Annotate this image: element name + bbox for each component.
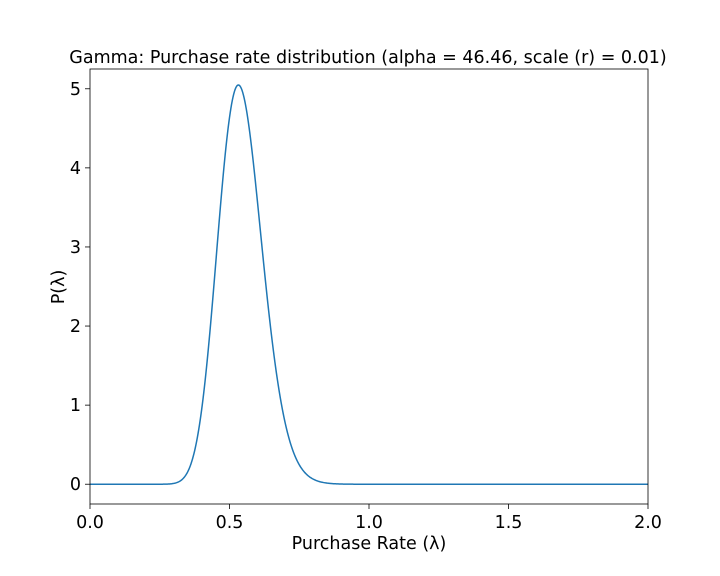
plot-frame xyxy=(89,68,649,505)
y-tick-label: 3 xyxy=(70,238,81,258)
x-tick-label: 0.0 xyxy=(76,513,104,533)
x-tick-label: 1.0 xyxy=(355,513,383,533)
plot-area xyxy=(90,84,648,485)
y-tick-label: 4 xyxy=(70,159,81,179)
y-tick-label: 5 xyxy=(70,80,81,100)
chart-title: Gamma: Purchase rate distribution (alpha… xyxy=(69,48,666,68)
series-line xyxy=(90,84,648,485)
y-tick-label: 2 xyxy=(70,317,81,337)
x-tick-label: 2.0 xyxy=(634,513,662,533)
x-axis: 0.0 0.5 1.0 1.5 2.0 xyxy=(76,504,662,533)
y-axis-label: P(λ) xyxy=(49,270,69,305)
y-tick-label: 1 xyxy=(70,396,81,416)
x-tick-label: 0.5 xyxy=(216,513,244,533)
x-tick-label: 1.5 xyxy=(495,513,523,533)
y-tick-label: 0 xyxy=(70,475,81,495)
y-axis: 0 1 2 3 4 5 xyxy=(70,80,90,495)
x-axis-label: Purchase Rate (λ) xyxy=(292,534,447,554)
